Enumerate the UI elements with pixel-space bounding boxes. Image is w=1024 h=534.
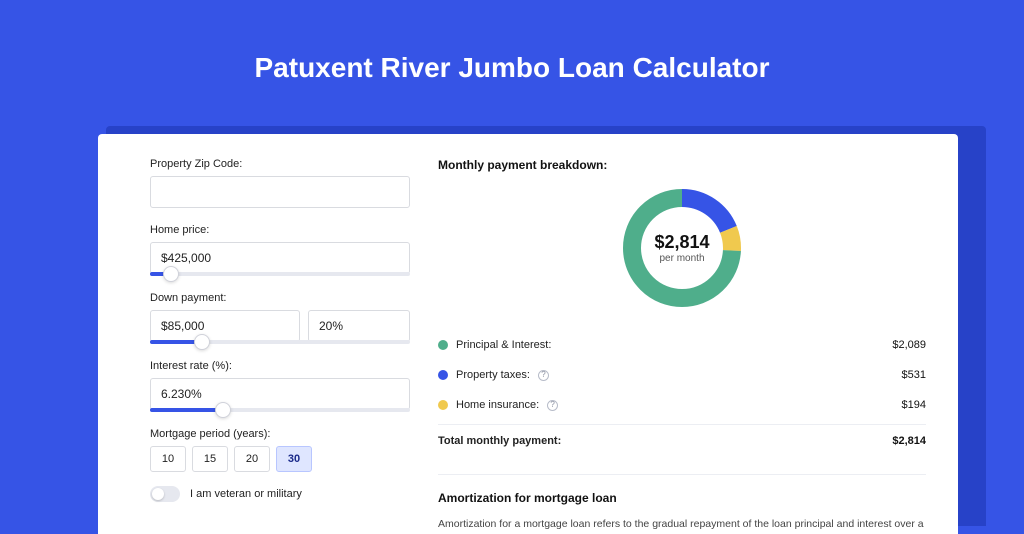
zip-label: Property Zip Code: <box>150 158 410 170</box>
calculator-panel: Property Zip Code: Home price: Down paym… <box>98 134 958 534</box>
breakdown-row: Property taxes:? $531 <box>438 360 926 390</box>
field-down-payment: Down payment: <box>150 292 410 344</box>
info-icon[interactable]: ? <box>547 400 558 411</box>
interest-rate-slider-thumb[interactable] <box>215 402 231 418</box>
breakdown-label: Principal & Interest: <box>456 339 551 351</box>
legend-dot-icon <box>438 340 448 350</box>
field-home-price: Home price: <box>150 224 410 276</box>
down-payment-label: Down payment: <box>150 292 410 304</box>
breakdown-value: $194 <box>902 399 926 411</box>
info-icon[interactable]: ? <box>538 370 549 381</box>
total-row: Total monthly payment: $2,814 <box>438 424 926 456</box>
amortization-block: Amortization for mortgage loan Amortizat… <box>438 474 926 534</box>
legend-dot-icon <box>438 370 448 380</box>
period-option-20[interactable]: 20 <box>234 446 270 472</box>
breakdown-title: Monthly payment breakdown: <box>438 158 926 172</box>
breakdown-column: Monthly payment breakdown: $2,814 per mo… <box>410 158 926 534</box>
legend-dot-icon <box>438 400 448 410</box>
form-column: Property Zip Code: Home price: Down paym… <box>150 158 410 534</box>
amortization-text: Amortization for a mortgage loan refers … <box>438 517 926 534</box>
interest-rate-input[interactable] <box>150 378 410 410</box>
page-title: Patuxent River Jumbo Loan Calculator <box>0 0 1024 112</box>
veteran-toggle-knob <box>152 488 164 500</box>
donut-wrap: $2,814 per month <box>438 184 926 312</box>
field-zip: Property Zip Code: <box>150 158 410 208</box>
breakdown-label: Home insurance: <box>456 399 539 411</box>
veteran-label: I am veteran or military <box>190 488 302 500</box>
interest-rate-label: Interest rate (%): <box>150 360 410 372</box>
down-payment-amount-input[interactable] <box>150 310 300 342</box>
veteran-row: I am veteran or military <box>150 486 410 502</box>
home-price-input[interactable] <box>150 242 410 274</box>
period-option-15[interactable]: 15 <box>192 446 228 472</box>
total-label: Total monthly payment: <box>438 435 561 447</box>
breakdown-value: $531 <box>902 369 926 381</box>
veteran-toggle[interactable] <box>150 486 180 502</box>
down-payment-slider-thumb[interactable] <box>194 334 210 350</box>
donut-center: $2,814 per month <box>618 184 746 312</box>
breakdown-row: Home insurance:? $194 <box>438 390 926 420</box>
home-price-slider[interactable] <box>150 272 410 276</box>
period-option-10[interactable]: 10 <box>150 446 186 472</box>
amortization-title: Amortization for mortgage loan <box>438 491 926 505</box>
mortgage-period-label: Mortgage period (years): <box>150 428 410 440</box>
breakdown-label: Property taxes: <box>456 369 530 381</box>
home-price-label: Home price: <box>150 224 410 236</box>
period-option-30[interactable]: 30 <box>276 446 312 472</box>
donut-amount: $2,814 <box>654 232 709 253</box>
down-payment-percent-input[interactable] <box>308 310 410 342</box>
total-value: $2,814 <box>892 435 926 447</box>
down-payment-slider[interactable] <box>150 340 410 344</box>
breakdown-row: Principal & Interest: $2,089 <box>438 330 926 360</box>
interest-rate-slider[interactable] <box>150 408 410 412</box>
payment-donut-chart: $2,814 per month <box>618 184 746 312</box>
field-interest-rate: Interest rate (%): <box>150 360 410 412</box>
interest-rate-slider-fill <box>150 408 223 412</box>
donut-sub: per month <box>659 253 704 264</box>
mortgage-period-options: 10152030 <box>150 446 410 472</box>
home-price-slider-thumb[interactable] <box>163 266 179 282</box>
zip-input[interactable] <box>150 176 410 208</box>
breakdown-value: $2,089 <box>892 339 926 351</box>
field-mortgage-period: Mortgage period (years): 10152030 <box>150 428 410 472</box>
